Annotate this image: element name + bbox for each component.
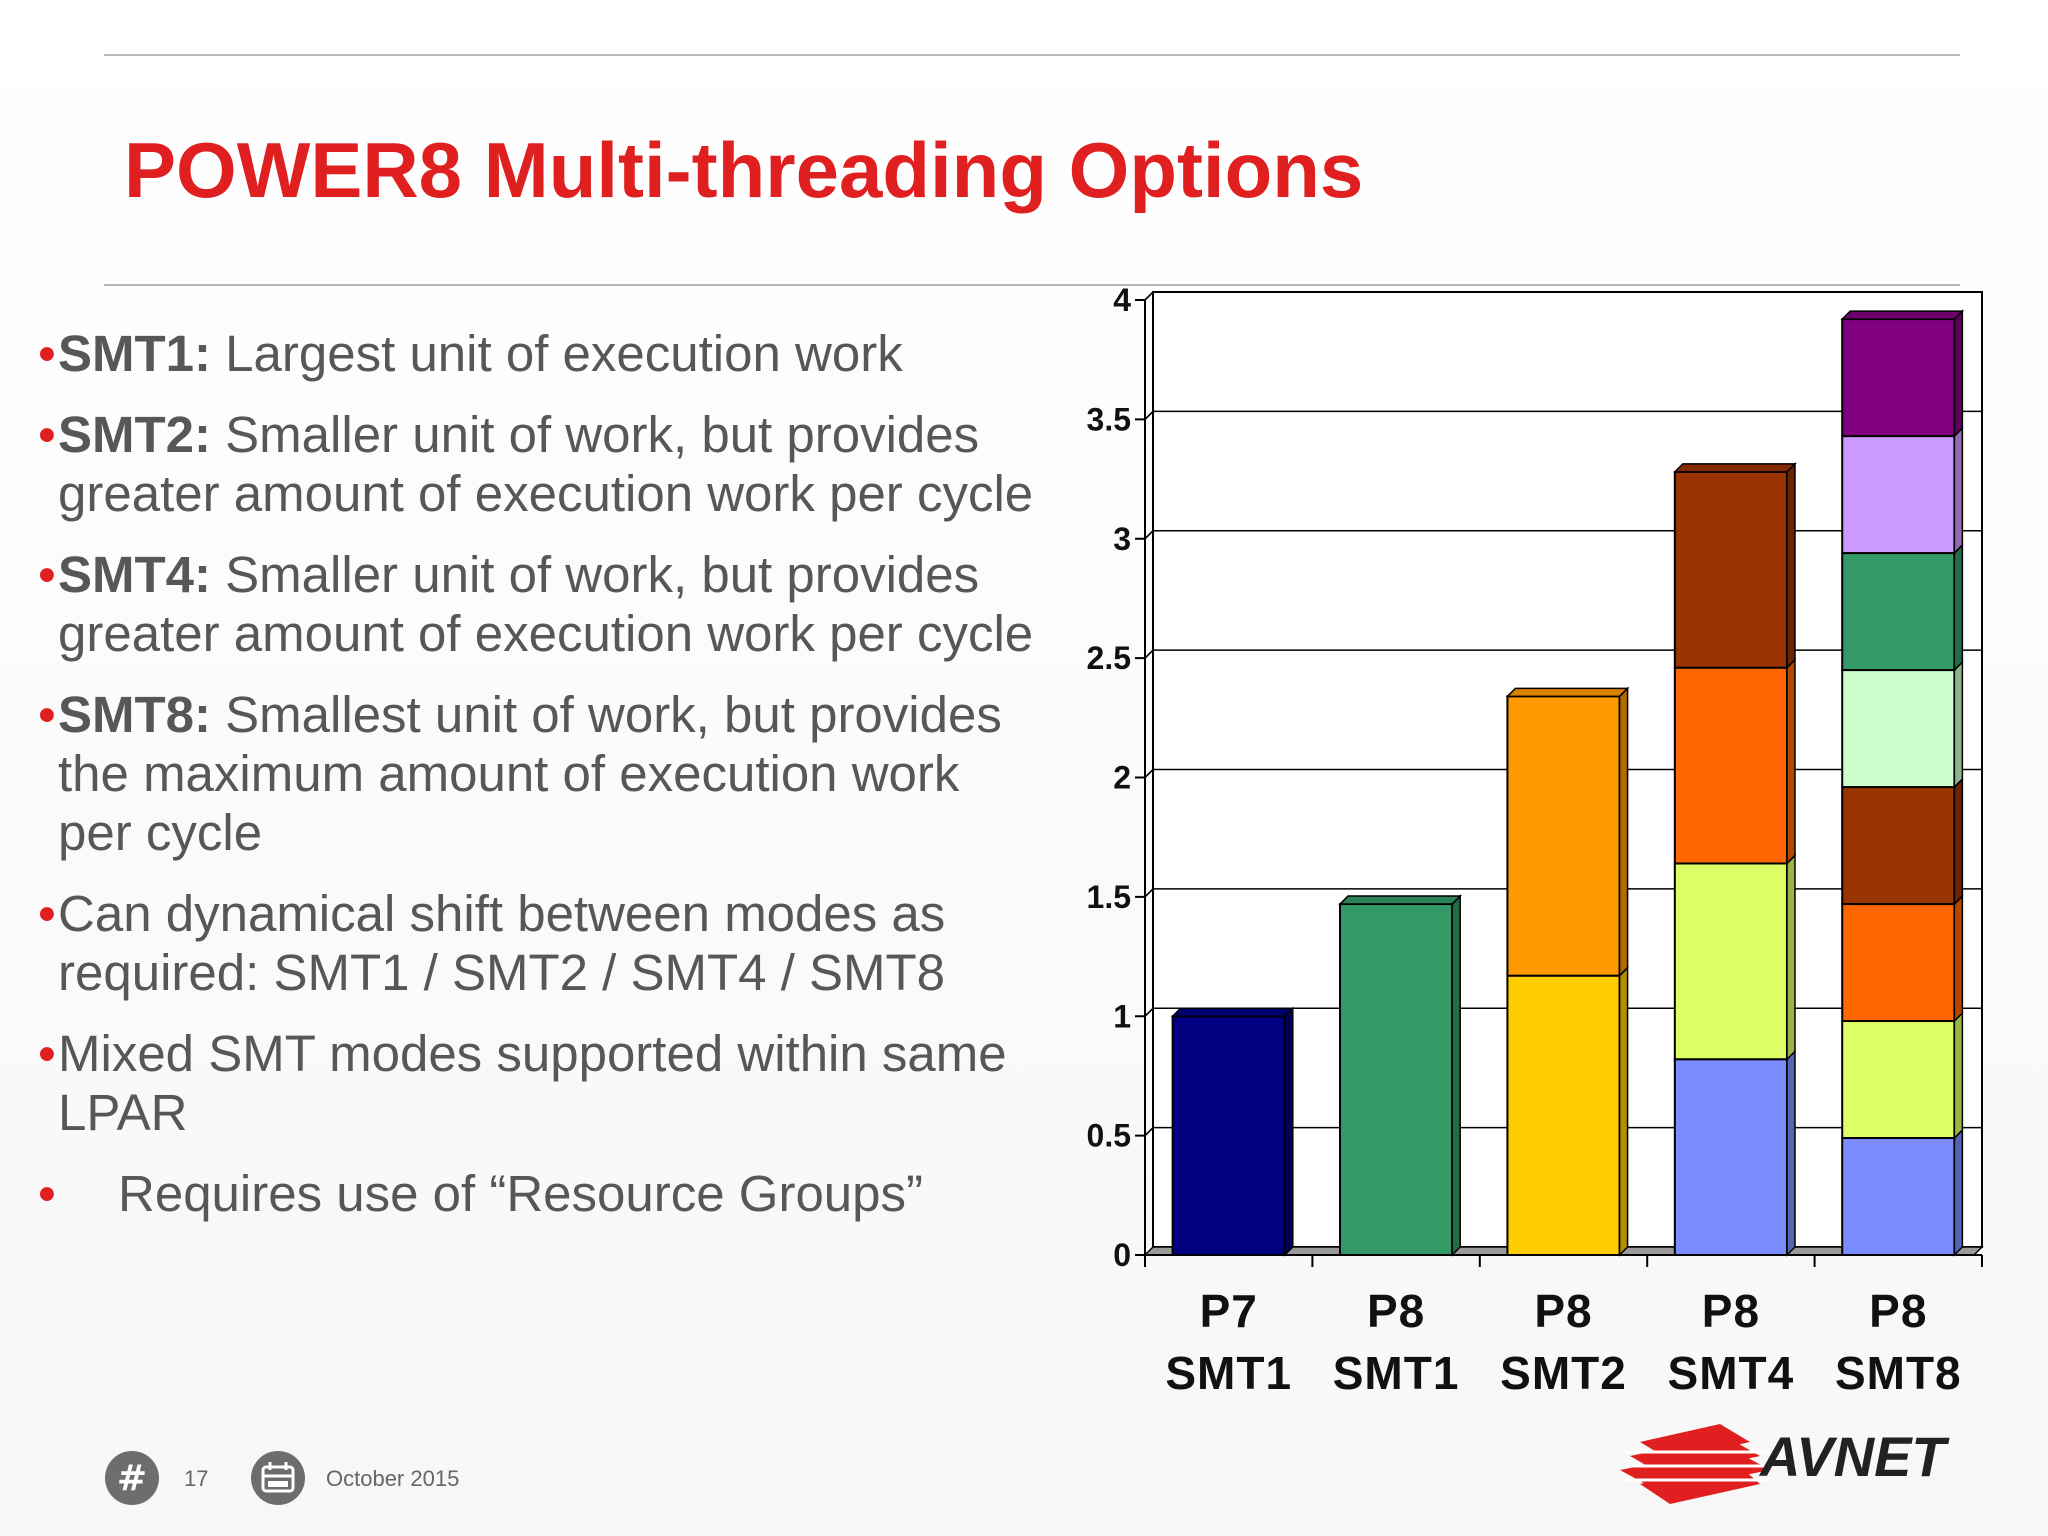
- bullet-dot-icon: •: [38, 406, 56, 463]
- x-category-label: P8: [1702, 1285, 1760, 1337]
- bullet-dot-icon: •: [38, 546, 56, 603]
- bar-segment-side: [1953, 543, 1964, 672]
- x-category-label: SMT4: [1668, 1347, 1795, 1399]
- bar-segment-side: [1953, 1128, 1964, 1257]
- bullet-lead: SMT4:: [58, 546, 211, 603]
- bar-top: [1840, 310, 1965, 320]
- bar-segment-side: [1953, 777, 1964, 906]
- bar-segment: [1673, 1058, 1788, 1256]
- gridline: [1144, 410, 1982, 420]
- bullet-text: Mixed SMT modes supported within same LP…: [58, 1025, 1007, 1141]
- y-tick-label: 0.5: [1087, 1118, 1131, 1154]
- bullet-item: • SMT2: Smaller unit of work, but provide…: [38, 405, 1038, 523]
- bar-segment: [1673, 862, 1788, 1061]
- x-category-label: P8: [1367, 1285, 1425, 1337]
- bullet-item: • Can dynamical shift between modes as re…: [38, 884, 1038, 1002]
- bar-segment-side: [1953, 1011, 1964, 1140]
- bar-segment-side: [1953, 660, 1964, 789]
- bar-segment: [1673, 666, 1788, 865]
- x-category-label: P8: [1534, 1285, 1592, 1337]
- bullet-item: • SMT4: Smaller unit of work, but provide…: [38, 545, 1038, 663]
- page-number: 17: [184, 1466, 209, 1491]
- bar-segment: [1841, 435, 1956, 555]
- bar-top: [1338, 895, 1462, 905]
- bullet-lead: SMT8:: [58, 686, 211, 743]
- x-category-label: SMT2: [1500, 1347, 1627, 1399]
- bar-segment-side: [1953, 894, 1964, 1023]
- bar-segment-side: [1451, 894, 1461, 1257]
- bullet-text: Smaller unit of work, but provides great…: [58, 546, 1034, 662]
- bar-segment: [1841, 903, 1956, 1023]
- y-tick-label: 2: [1113, 760, 1131, 796]
- bar-top: [1505, 687, 1630, 698]
- bullet-item: • SMT1: Largest unit of execution work: [38, 324, 1038, 383]
- bar-segment-side: [1953, 426, 1964, 555]
- y-tick-label: 1.5: [1087, 879, 1131, 915]
- bar-segment: [1506, 974, 1621, 1256]
- bullet-text: Largest unit of execution work: [211, 325, 903, 382]
- smt-bar-chart: 0 0.5 1 1.5 2 2.5 3 3.5 4 P7 SMT1 P8 SMT1 P8 SMT2 P8 SMT…: [1050, 280, 2000, 1410]
- y-tick-label: 1: [1113, 998, 1131, 1034]
- bar-segment: [1673, 470, 1788, 669]
- y-tick-label: 3: [1113, 521, 1131, 557]
- slide-footer: # 17 October 2015: [104, 1450, 604, 1510]
- title-divider: [104, 284, 1960, 286]
- bullet-lead: SMT1:: [58, 325, 211, 382]
- bar-segment-side: [1618, 686, 1629, 978]
- bar-segment: [1171, 1015, 1286, 1256]
- footer-date: October 2015: [326, 1466, 460, 1491]
- bullet-text: Smallest unit of work, but provides the …: [58, 686, 1002, 861]
- bar-segment-side: [1786, 1049, 1796, 1257]
- bullet-item: • Requires use of “Resource Groups”: [38, 1164, 1038, 1223]
- bullet-dot-icon: •: [38, 686, 56, 743]
- top-divider: [104, 54, 1960, 56]
- y-tick-label: 0: [1113, 1237, 1131, 1273]
- y-tick-label: 3.5: [1087, 401, 1131, 437]
- bar-segment-side: [1953, 309, 1964, 438]
- bar-segment-side: [1786, 853, 1796, 1062]
- svg-text:#: #: [117, 1458, 147, 1499]
- bar-top: [1170, 1007, 1295, 1017]
- avnet-logo: AVNET: [1610, 1412, 1980, 1512]
- hash-icon: #: [105, 1451, 159, 1505]
- bullet-list: • SMT1: Largest unit of execution work • S…: [38, 324, 1038, 1245]
- y-tick-label: 2.5: [1087, 640, 1131, 676]
- bar-segment: [1841, 552, 1956, 672]
- bar-segment-side: [1284, 1006, 1294, 1257]
- bullet-dot-icon: •: [38, 1165, 56, 1222]
- bar-segment: [1339, 903, 1454, 1256]
- calendar-icon: [251, 1451, 305, 1505]
- bar-segment: [1841, 1137, 1956, 1257]
- bar-segment: [1841, 786, 1956, 906]
- bar-top: [1673, 463, 1797, 473]
- bullet-dot-icon: •: [38, 1025, 56, 1082]
- y-tick-label: 4: [1113, 282, 1131, 318]
- slide-title: POWER8 Multi-threading Options: [124, 126, 1364, 214]
- x-category-label: SMT1: [1333, 1347, 1460, 1399]
- bar-segment-side: [1786, 462, 1796, 670]
- bullet-lead: SMT2:: [58, 406, 211, 463]
- avnet-logo-mark: AVNET: [1620, 1424, 1950, 1504]
- bullet-item: • Mixed SMT modes supported within same L…: [38, 1024, 1038, 1142]
- bar-segment-side: [1618, 965, 1629, 1257]
- bar-segment-side: [1786, 657, 1796, 866]
- gridline: [1144, 291, 1982, 301]
- x-category-label: SMT8: [1835, 1347, 1962, 1399]
- bar-segment: [1506, 695, 1621, 977]
- bullet-item: • SMT8: Smallest unit of work, but provid…: [38, 685, 1038, 862]
- x-category-label: SMT1: [1165, 1347, 1292, 1399]
- bullet-text: Can dynamical shift between modes as req…: [58, 885, 946, 1001]
- bar-segment: [1841, 318, 1956, 438]
- logo-wordmark: AVNET: [1758, 1425, 1950, 1488]
- bullet-text: Requires use of “Resource Groups”: [118, 1165, 924, 1222]
- bullet-dot-icon: •: [38, 885, 56, 942]
- chart-svg: 0 0.5 1 1.5 2 2.5 3 3.5 4 P7 SMT1 P8 SMT1 P8 SMT2 P8 SMT…: [1087, 282, 1984, 1399]
- x-category-label: P7: [1200, 1285, 1258, 1337]
- bar-segment: [1841, 1020, 1956, 1140]
- x-category-label: P8: [1869, 1285, 1927, 1337]
- bullet-dot-icon: •: [38, 325, 56, 382]
- bullet-text: Smaller unit of work, but provides great…: [58, 406, 1034, 522]
- bar-segment: [1841, 669, 1956, 789]
